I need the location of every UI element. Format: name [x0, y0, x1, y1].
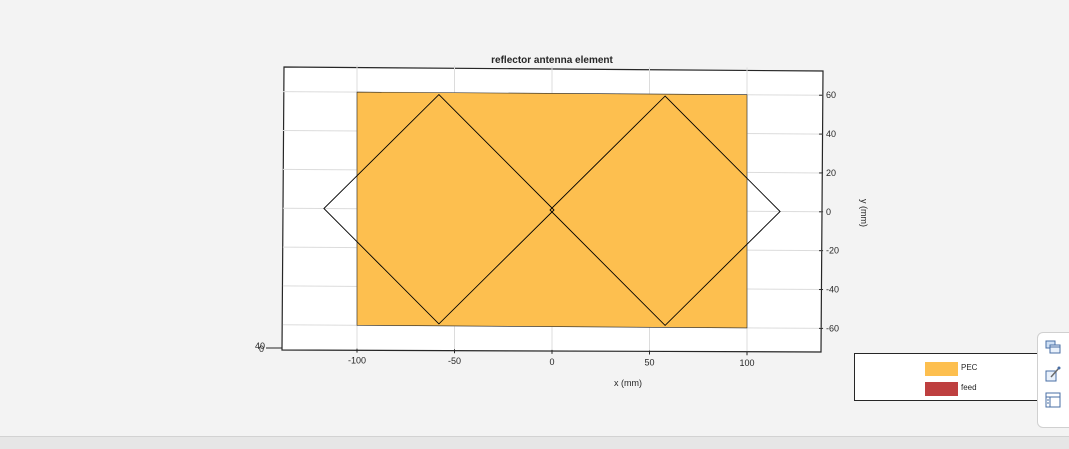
- legend: PEC feed: [854, 353, 1044, 401]
- x-tick-label: 100: [739, 358, 754, 368]
- edit-figure-icon[interactable]: [1044, 365, 1062, 383]
- y-tick-label: 0: [826, 207, 831, 217]
- status-bar: [0, 436, 1069, 449]
- corner-tick-label: 0: [259, 344, 264, 354]
- y-axis-ticks: 60 40 20 0 -20 -40 -60: [819, 90, 839, 333]
- dipole-elements: [323, 93, 781, 327]
- x-axis-ticks: -100 -50 0 50 100: [348, 348, 755, 368]
- x-tick-label: -100: [348, 356, 366, 366]
- reflector-plate: [356, 91, 748, 329]
- legend-swatch-feed: [925, 382, 958, 396]
- legend-label-pec: PEC: [961, 363, 978, 372]
- chart-title: reflector antenna element: [491, 55, 613, 66]
- plot-axes: -100 -50 0 50 100 60 40 20 0 -20 -40 -60 40 0: [255, 64, 839, 368]
- dipole-element-1: [323, 93, 555, 325]
- y-tick-label: -40: [826, 285, 839, 295]
- x-tick-label: 50: [644, 358, 654, 368]
- legend-label-feed: feed: [961, 383, 977, 392]
- legend-swatch-pec: [925, 362, 958, 376]
- y-tick-label: 40: [826, 129, 836, 139]
- y-tick-label: -20: [826, 246, 839, 256]
- figure-toolbar: [1037, 332, 1069, 428]
- x-tick-label: 0: [549, 357, 554, 367]
- y-axis-label: y (mm): [859, 199, 869, 227]
- y-tick-label: 60: [826, 90, 836, 100]
- edit-figure-icon-graphic: [1045, 366, 1061, 382]
- x-tick-label: -50: [448, 356, 461, 366]
- view-icon-graphic: [1045, 340, 1061, 354]
- dipole-element-2: [549, 95, 781, 327]
- x-axis-label: x (mm): [614, 378, 642, 388]
- y-tick-label: -60: [826, 323, 839, 333]
- y-tick-label: 20: [826, 168, 836, 178]
- view-icon[interactable]: [1044, 339, 1062, 357]
- layout-icon[interactable]: [1044, 391, 1062, 409]
- corner-tick-label: 40: [255, 341, 265, 351]
- layout-icon-graphic: [1045, 392, 1061, 408]
